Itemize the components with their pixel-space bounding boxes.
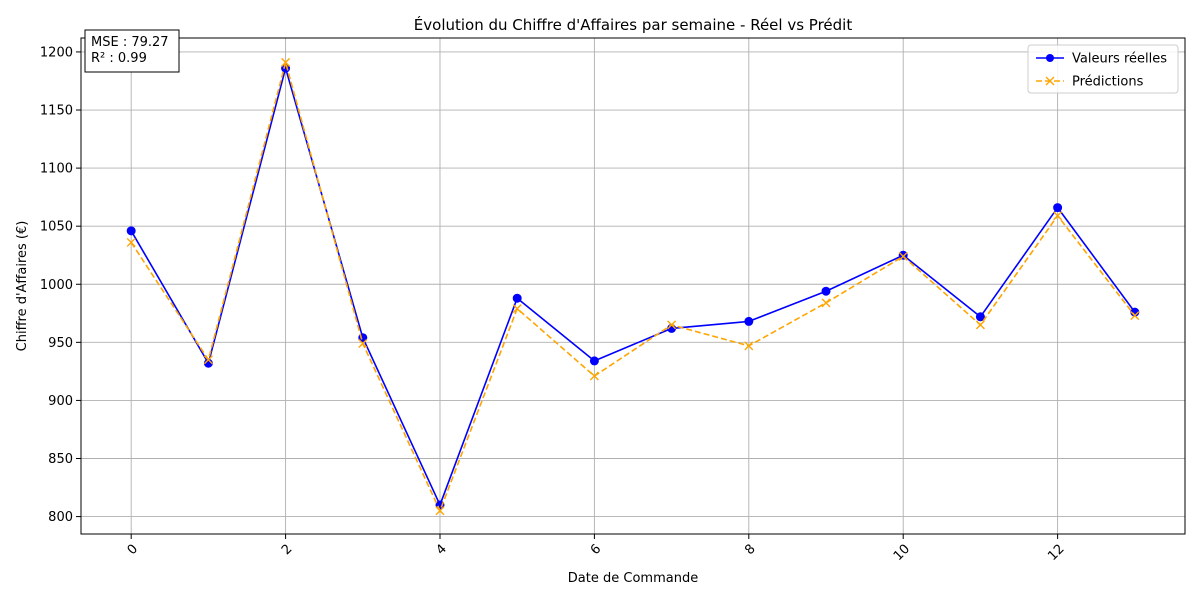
series-actual	[126, 63, 1140, 510]
legend: Valeurs réelles Prédictions	[1027, 44, 1179, 94]
y-tick-label: 850	[48, 452, 73, 467]
legend-marker	[1046, 54, 1054, 62]
x-tick-label: 0	[125, 542, 141, 558]
y-tick-label: 1150	[40, 104, 73, 119]
series-predicted	[126, 57, 1140, 516]
data-point	[512, 293, 522, 303]
data-point	[975, 312, 985, 322]
data-point	[667, 320, 677, 330]
y-tick-label: 900	[48, 394, 73, 409]
data-point	[1053, 211, 1063, 221]
data-point	[358, 339, 368, 348]
y-tick-label: 950	[48, 336, 73, 351]
data-point	[821, 286, 831, 296]
data-point	[126, 226, 136, 236]
data-point	[1130, 311, 1140, 321]
y-tick-label: 800	[48, 510, 73, 525]
x-tick-label: 6	[588, 542, 604, 558]
plot-frame	[80, 37, 1186, 535]
x-tick-label: 8	[742, 542, 758, 558]
series-line	[130, 61, 1136, 512]
x-axis-label: Date de Commande	[568, 571, 698, 586]
data-point	[1053, 203, 1063, 213]
data-point	[744, 316, 754, 326]
x-tick-label: 12	[1045, 542, 1067, 564]
data-point	[898, 251, 908, 261]
data-point	[589, 356, 599, 366]
grid	[81, 38, 1185, 534]
y-tick-label: 1200	[40, 45, 73, 60]
y-tick-label: 1100	[40, 162, 73, 177]
data-point	[975, 320, 985, 330]
stats-line: R² : 0.99	[91, 51, 147, 66]
legend-label: Prédictions	[1072, 75, 1144, 90]
data-point	[744, 341, 754, 351]
y-tick-label: 1050	[40, 220, 73, 235]
data-point	[589, 371, 599, 381]
chart-title: Évolution du Chiffre d'Affaires par sema…	[414, 15, 853, 34]
data-point	[512, 304, 522, 314]
data-point	[435, 506, 445, 516]
x-tick-label: 2	[279, 542, 295, 558]
stats-line: MSE : 79.27	[91, 35, 169, 50]
x-tick-label: 10	[891, 542, 913, 564]
data-point	[821, 298, 831, 308]
series-line	[130, 67, 1136, 506]
legend-marker	[1045, 76, 1055, 86]
data-point	[203, 355, 213, 365]
stats-box-frame	[84, 29, 180, 73]
axes: 0 2 4 6 8 10 12 800 850 900 950 1000 1050 1100 1150 120…	[40, 45, 1068, 564]
y-tick-label: 1000	[40, 278, 73, 293]
x-tick-label: 4	[433, 542, 449, 558]
y-axis-label: Chiffre d'Affaires (€)	[15, 221, 30, 352]
legend-label: Valeurs réelles	[1072, 52, 1167, 67]
series-layer	[126, 57, 1140, 516]
data-point	[126, 237, 136, 247]
legend-box	[1027, 44, 1179, 94]
data-point	[281, 57, 291, 67]
